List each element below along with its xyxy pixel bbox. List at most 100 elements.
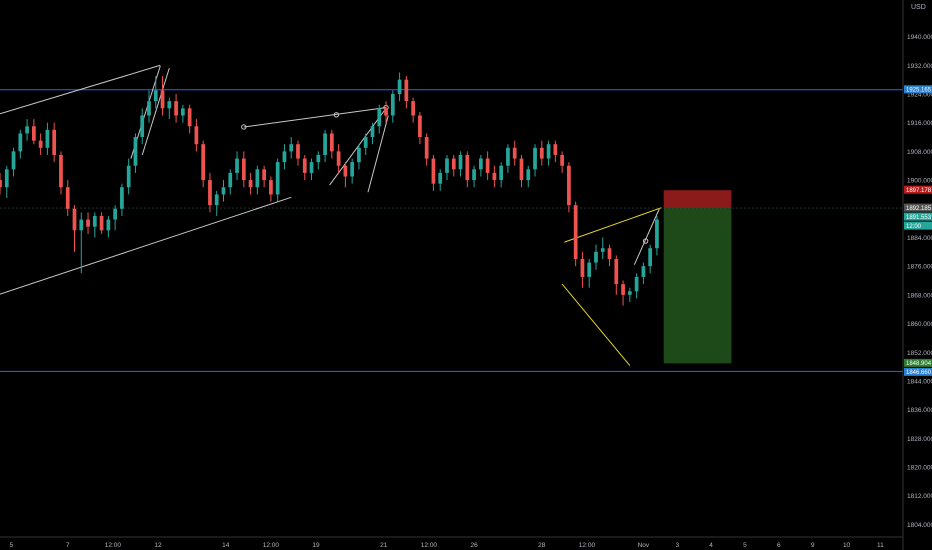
candle-body xyxy=(32,126,36,141)
candle-body xyxy=(208,180,212,206)
candle-body xyxy=(38,140,43,148)
candle-body xyxy=(282,151,287,163)
candle-body xyxy=(587,262,592,277)
candle-body xyxy=(133,137,138,166)
pivot-marker xyxy=(241,124,247,130)
candle-body xyxy=(336,151,341,166)
candle-body xyxy=(357,147,361,163)
price-tag-label: 1897.178 xyxy=(906,188,932,194)
candle-body xyxy=(377,108,382,127)
price-tick-label: 1876.000 xyxy=(907,264,932,271)
candle-body xyxy=(167,101,172,109)
price-tick-label: 1900.000 xyxy=(907,178,932,185)
candle-body xyxy=(627,291,632,295)
candle-body xyxy=(255,169,260,188)
price-tick-label: 1932.000 xyxy=(907,63,932,70)
candle-body xyxy=(11,151,16,170)
trend-line[interactable] xyxy=(141,68,170,156)
candle-body xyxy=(492,172,497,181)
price-tick-label: 1828.000 xyxy=(907,436,932,443)
time-tick-label: 19 xyxy=(312,542,320,549)
candle-body xyxy=(180,108,185,116)
candle-body xyxy=(289,144,294,152)
time-tick-label: 12:00 xyxy=(105,542,122,549)
candle-body xyxy=(451,158,456,170)
time-tick-label: 6 xyxy=(777,542,781,549)
trend-line[interactable] xyxy=(633,208,660,265)
trend-line[interactable] xyxy=(367,115,389,193)
time-tick-label: 26 xyxy=(470,542,478,549)
candle-body xyxy=(86,219,90,227)
candle-body xyxy=(140,115,145,138)
candle-body xyxy=(424,137,429,159)
candle-body xyxy=(269,180,273,195)
price-tick-label: 1852.000 xyxy=(907,350,932,357)
candle-body xyxy=(174,101,178,116)
candle-body xyxy=(228,172,233,188)
candle-body xyxy=(553,144,558,155)
candle-body xyxy=(607,248,612,259)
price-tick-label: 1916.000 xyxy=(907,120,932,127)
candle-body xyxy=(363,137,368,148)
horizontal-levels[interactable] xyxy=(0,89,903,372)
take-profit-zone[interactable] xyxy=(663,208,732,364)
candle-body xyxy=(404,79,409,102)
candle-body xyxy=(526,169,531,181)
candle-body xyxy=(201,144,206,181)
price-tag-time xyxy=(904,221,932,230)
price-tick-label: 1804.000 xyxy=(907,522,932,529)
price-axis[interactable]: 1940.000 1932.000 1924.000 1916.000 1908.000… xyxy=(907,34,932,529)
candle-body xyxy=(214,194,219,206)
position-zones[interactable] xyxy=(663,190,732,364)
price-tick-label: 1844.000 xyxy=(907,378,932,385)
price-tag-label: 12:00 xyxy=(906,224,922,230)
price-tag-label: 1848.904 xyxy=(906,361,932,367)
candle-body xyxy=(194,126,199,145)
candle-body xyxy=(309,162,314,173)
price-tag-last xyxy=(904,212,932,221)
price-tick-label: 1868.000 xyxy=(907,292,932,299)
time-tick-label: 11 xyxy=(877,542,884,549)
candle-body xyxy=(485,158,490,173)
candle-body xyxy=(126,165,131,188)
pivot-marker xyxy=(333,112,340,118)
price-tick-label: 1820.000 xyxy=(907,465,932,472)
pivot-marker xyxy=(642,238,649,244)
candle-body xyxy=(648,248,653,267)
currency-label: USD xyxy=(911,4,926,11)
candle-body xyxy=(397,79,402,94)
time-tick-label: Nov xyxy=(638,542,650,549)
candle-body xyxy=(329,133,334,152)
candle-body xyxy=(79,219,84,231)
trend-line[interactable] xyxy=(243,107,387,128)
candle-body xyxy=(539,147,544,159)
candle-body xyxy=(594,251,598,263)
trend-line[interactable] xyxy=(561,283,631,366)
candle-body xyxy=(187,108,192,127)
price-tags: 1925.165 1897.178 1892.185 1891.553 12:00 184… xyxy=(904,85,932,376)
candle-body xyxy=(458,154,463,170)
price-tick-label: 1924.000 xyxy=(907,91,932,98)
candle-body xyxy=(472,169,476,181)
trend-line[interactable] xyxy=(0,64,161,115)
trend-line[interactable] xyxy=(564,207,662,243)
time-axis[interactable]: 5 7 12:00 12 14 12:00 19 21 12:00 26 28 12:00 Nov 3 4 5… xyxy=(9,542,884,549)
candle-body xyxy=(384,108,388,116)
price-tick-label: 1884.000 xyxy=(907,235,932,242)
time-tick-label: 5 xyxy=(9,542,13,549)
candle-body xyxy=(0,180,2,188)
candle-body xyxy=(506,147,510,166)
stop-loss-zone[interactable] xyxy=(663,190,732,209)
candle-body xyxy=(600,248,605,252)
candle-body xyxy=(499,165,504,181)
time-tick-label: 5 xyxy=(743,542,747,549)
candle-body xyxy=(343,165,348,177)
candle-body xyxy=(4,169,9,188)
candle-body xyxy=(18,133,23,152)
candle-body xyxy=(45,129,50,148)
candle-body xyxy=(248,180,253,188)
time-tick-label: 12 xyxy=(154,542,162,549)
trend-line[interactable] xyxy=(0,196,292,295)
